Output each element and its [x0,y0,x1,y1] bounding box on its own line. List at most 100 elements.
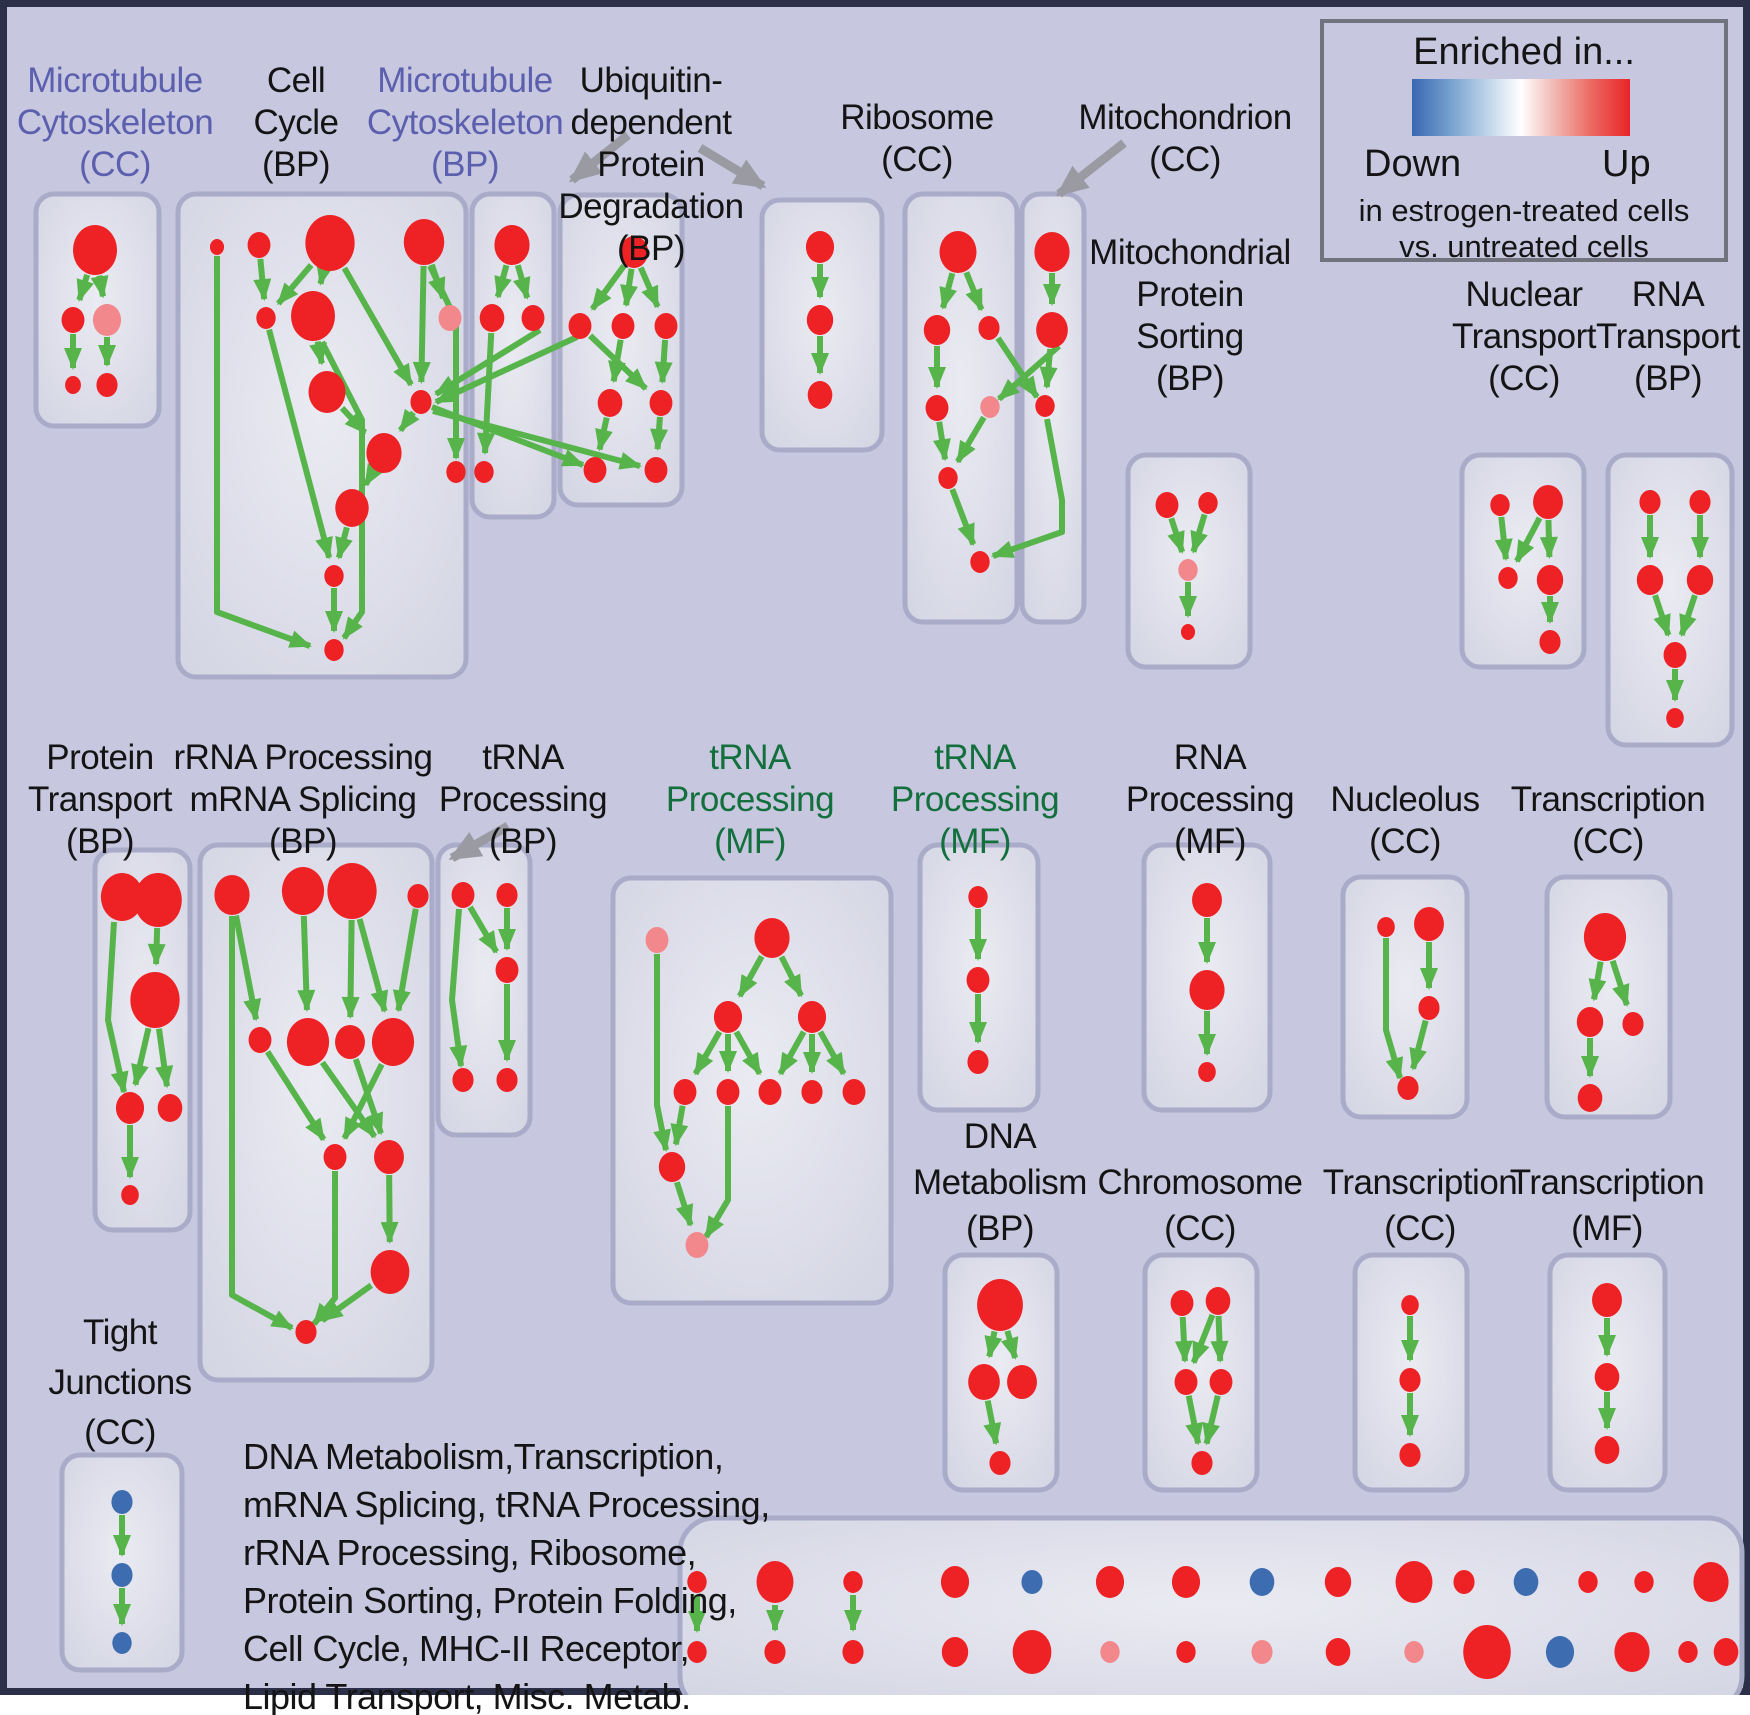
node-transcription-cc-2 [1401,1295,1419,1315]
node-cell-cycle-bp [410,390,432,414]
node-chromosome-cc [1191,1451,1213,1475]
nodes-layer [61,215,1739,1679]
node-mixed-categories [1021,1570,1043,1594]
legend-box: Enriched in... Down Up in estrogen-treat… [1320,19,1728,264]
edge-arrow [949,488,977,547]
edge-arrow [939,272,957,310]
label-dna-metabolism-bp: DNA Metabolism (BP) [913,1117,1087,1248]
label-trna-processing-mf-2: tRNA Processing (MF) [890,738,1060,861]
node-trna-processing-mf-large [797,1001,827,1033]
node-rrna-processing-mrna-splicing-bp [327,863,377,919]
edge-arrow [1514,516,1543,563]
cross-edge-arrow [997,343,1061,402]
edge-arrow [76,273,94,302]
node-microtubule-cytoskeleton-bp [494,225,530,265]
group-box-rna-transport-bp [1605,452,1735,748]
edge-arrow [467,905,499,954]
node-cell-cycle-bp [209,239,225,255]
edge-arrow [309,341,327,366]
label-transcription-cc: Transcription (CC) [1510,780,1706,861]
node-ubiquitin-degradation-bp-2 [805,231,835,263]
group-box-protein-transport-bp [92,847,193,1233]
node-rna-processing-mf [1198,1062,1216,1082]
node-ubiquitin-degradation-bp-1 [644,457,668,483]
edge-arrow [1000,1330,1019,1360]
label-pointer-arrow [448,822,511,862]
node-trna-processing-mf-small [966,967,990,993]
label-mitochondrial-protein-sorting-bp: Mitochondrial Protein Sorting (BP) [1089,233,1291,398]
node-rrna-processing-mrna-splicing-bp [323,1144,347,1170]
label-microtubule-cytoskeleton-bp: Microtubule Cytoskeleton (BP) [366,61,564,184]
node-trna-processing-mf-large [842,1079,866,1105]
edge-arrow [513,264,531,300]
node-mixed-categories [756,1561,794,1603]
node-nuclear-transport-cc [1536,565,1564,595]
node-protein-transport-bp [130,972,180,1028]
edge-arrow [777,1030,807,1076]
node-trna-processing-mf-large [645,927,669,953]
node-rrna-processing-mrna-splicing-bp [295,1320,317,1344]
node-nucleolus-cc [1397,1076,1419,1100]
edge-arrow [1494,516,1513,562]
node-rrna-processing-mrna-splicing-bp [281,867,325,915]
edge-arrow [650,416,669,452]
node-nuclear-transport-cc [1533,485,1563,519]
edge-arrow [392,908,419,1013]
node-mixed-categories [843,1571,863,1593]
node-mixed-categories [1453,1570,1475,1594]
node-transcription-cc-2 [1399,1443,1421,1467]
node-rna-transport-bp [1689,490,1711,514]
node-mixed-categories [1012,1630,1052,1674]
node-microtubule-cytoskeleton-cc [73,225,117,275]
edge-arrow [1609,959,1630,1007]
node-trna-processing-mf-small [968,886,988,908]
node-trna-processing-mf-large [713,1001,743,1033]
edge-arrow [654,339,673,385]
node-cell-cycle-bp [438,305,462,331]
node-transcription-mf [1594,1436,1620,1464]
node-ubiquitin-degradation-bp-1 [583,457,607,483]
node-cell-cycle-bp [324,639,344,661]
node-mixed-categories [1095,1566,1125,1598]
node-dna-metabolism-bp [968,1364,1000,1400]
edge-arrow [620,268,638,308]
node-dna-metabolism-bp [989,1451,1011,1475]
node-ubiquitin-degradation-bp-2 [806,305,834,335]
node-rna-transport-bp [1666,708,1684,728]
node-cell-cycle-bp [308,371,346,413]
edge-arrow [362,462,384,487]
node-rrna-processing-mrna-splicing-bp [286,1018,330,1066]
node-mitochondrion-cc [1036,312,1068,348]
edge-arrow [341,919,360,1020]
node-chromosome-cc [1170,1290,1194,1316]
node-mitochondrion-cc [1035,395,1055,417]
node-mixed-categories [1324,1567,1352,1597]
node-ribosome-cc [980,396,1000,418]
node-trna-processing-bp [452,1068,474,1092]
node-ubiquitin-degradation-bp-1 [654,313,678,339]
node-rna-transport-bp [1639,490,1661,514]
node-rna-processing-mf [1192,883,1222,917]
node-trna-processing-mf-large [685,1232,709,1258]
label-ribosome-cc: Ribosome (CC) [840,98,994,179]
cross-edge-arrow [991,418,1065,559]
edge-arrow [983,1400,1002,1446]
node-cell-cycle-bp [247,232,271,258]
label-transcription-mf: Transcription (MF) [1509,1163,1705,1248]
label-tight-junctions-cc: Tight Junctions (CC) [48,1313,192,1452]
label-chromosome-cc: Chromosome (CC) [1097,1163,1303,1248]
edge-arrow [380,1174,399,1245]
node-tight-junctions-cc [112,1632,132,1654]
edge-arrow [733,1030,763,1076]
node-ribosome-cc [978,316,1000,340]
edge-arrow [449,908,468,1068]
node-tight-junctions-cc [111,1563,133,1587]
node-protein-transport-bp [100,873,144,921]
node-cell-cycle-bp [324,565,344,587]
edge-arrow [1190,1313,1216,1365]
node-microtubule-cytoskeleton-bp [474,461,494,483]
node-protein-transport-bp [121,1185,139,1205]
node-cell-cycle-bp [291,291,335,341]
edge-arrow [1210,1315,1229,1364]
